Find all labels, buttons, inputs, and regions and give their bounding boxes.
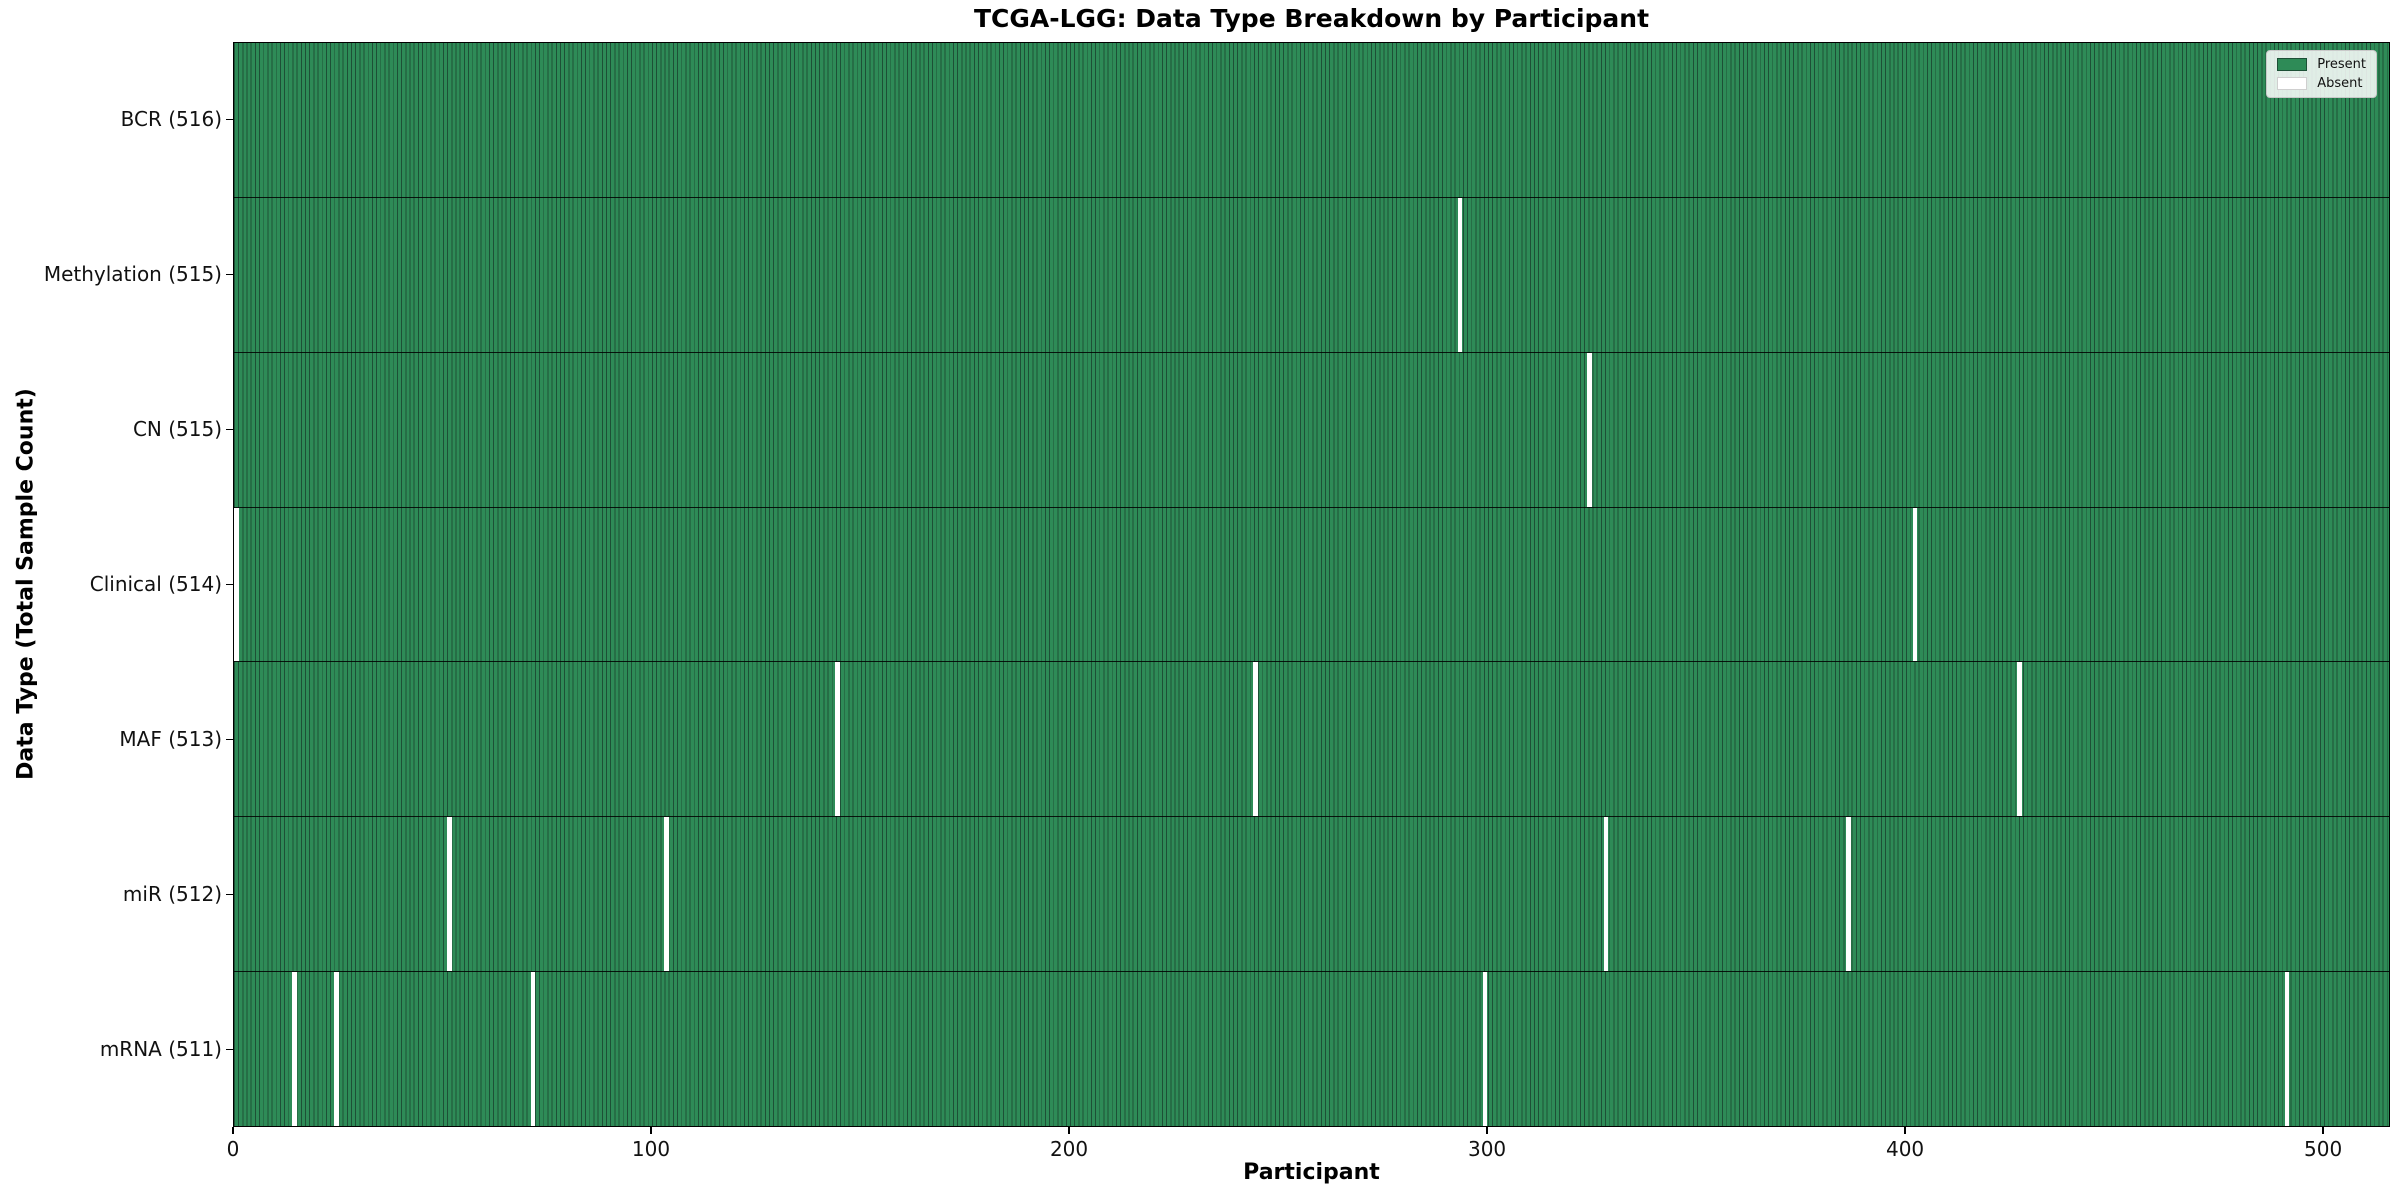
absent-gap-methylation-293	[1457, 197, 1463, 352]
absent-gap-mrna-491	[2284, 972, 2290, 1127]
y-tick-label-mrna: mRNA (511)	[99, 1036, 222, 1061]
absent-gap-mir-386	[1846, 817, 1851, 972]
plot-area: Present Absent	[233, 42, 2390, 1127]
x-tick-mark-200	[1068, 1127, 1070, 1134]
y-tick-mark-cn	[226, 428, 233, 431]
x-tick-mark-400	[1904, 1127, 1906, 1134]
y-tick-label-maf: MAF (513)	[119, 726, 222, 751]
legend-label-present: Present	[2317, 57, 2366, 72]
y-tick-label-methylation: Methylation (515)	[43, 261, 222, 286]
absent-gap-mrna-14	[292, 972, 298, 1127]
x-tick-mark-100	[650, 1127, 652, 1134]
legend: Present Absent	[2266, 50, 2377, 98]
absent-gap-clinical-0	[234, 507, 239, 662]
heatmap-row-mir	[234, 816, 2389, 972]
heatmap-row-bcr	[234, 43, 2389, 197]
heatmap-rows	[234, 43, 2389, 1127]
y-tick-label-bcr: BCR (516)	[120, 106, 222, 131]
y-tick-label-cn: CN (515)	[132, 416, 222, 441]
x-tick-label-0: 0	[226, 1137, 240, 1161]
absent-gap-mir-51	[446, 817, 452, 972]
y-tick-label-mir: miR (512)	[122, 881, 222, 906]
x-tick-label-400: 400	[1885, 1137, 1925, 1161]
x-tick-label-300: 300	[1467, 1137, 1507, 1161]
x-tick-label-200: 200	[1049, 1137, 1089, 1161]
absent-gap-maf-427	[2017, 662, 2022, 817]
y-tick-mark-clinical	[226, 583, 233, 586]
heatmap-row-methylation	[234, 196, 2389, 352]
x-tick-label-500: 500	[2304, 1137, 2343, 1161]
heatmap-row-maf	[234, 661, 2389, 817]
absent-gap-maf-144	[835, 662, 840, 817]
x-tick-mark-0	[232, 1127, 234, 1134]
absent-gap-mir-328	[1603, 817, 1609, 972]
heatmap-row-clinical	[234, 506, 2389, 662]
legend-label-absent: Absent	[2317, 76, 2363, 91]
y-tick-mark-methylation	[226, 273, 233, 276]
y-tick-mark-mir	[226, 893, 233, 896]
x-tick-label-100: 100	[631, 1137, 671, 1161]
absent-gap-mrna-24	[334, 972, 339, 1127]
legend-swatch-absent	[2277, 77, 2308, 90]
legend-swatch-present	[2277, 58, 2308, 71]
legend-item-absent: Absent	[2277, 77, 2366, 90]
absent-gap-mrna-299	[1482, 972, 1488, 1127]
absent-gap-maf-244	[1253, 662, 1258, 817]
heatmap-row-cn	[234, 351, 2389, 507]
x-tick-mark-500	[2322, 1127, 2324, 1134]
absent-gap-clinical-402	[1912, 507, 1918, 662]
absent-gap-mir-103	[664, 817, 669, 972]
y-tick-mark-maf	[226, 738, 233, 741]
x-tick-mark-300	[1486, 1127, 1488, 1134]
x-axis-label: Participant	[1243, 1160, 1380, 1185]
absent-gap-mrna-71	[530, 972, 536, 1127]
legend-item-present: Present	[2277, 58, 2366, 71]
absent-gap-cn-324	[1587, 352, 1592, 507]
chart-title: TCGA-LGG: Data Type Breakdown by Partici…	[973, 4, 1650, 33]
y-tick-mark-mrna	[226, 1048, 233, 1051]
heatmap-row-mrna	[234, 971, 2389, 1127]
y-tick-label-clinical: Clinical (514)	[89, 571, 222, 596]
y-tick-mark-bcr	[226, 118, 233, 121]
